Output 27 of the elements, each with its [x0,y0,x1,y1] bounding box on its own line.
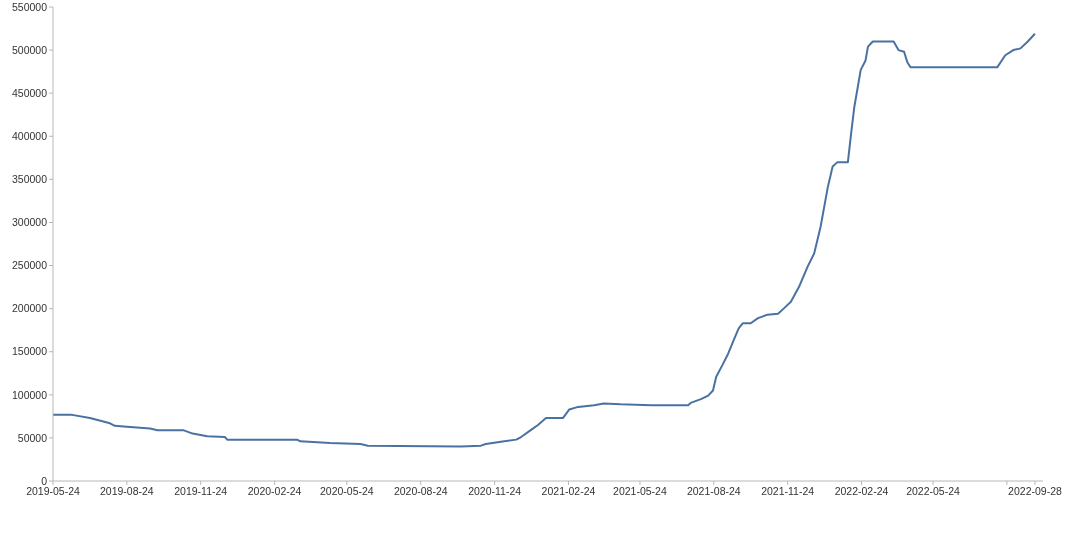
x-tick-label: 2021-02-24 [541,485,596,498]
x-tick-label: 2021-05-24 [613,485,667,498]
y-tick-label: 550000 [11,0,48,13]
x-tick-label: 2020-05-24 [320,485,374,498]
y-tick-label: 500000 [11,43,48,56]
x-tick-label: 2019-05-24 [26,485,81,498]
x-tick-label: 2022-09-28 [1008,485,1062,498]
line-series [53,32,1036,448]
y-tick-label: 100000 [11,388,48,401]
y-tick-label: 300000 [11,216,48,229]
x-tick-label: 2020-02-24 [247,485,302,498]
x-tick-label: 2021-11-24 [761,485,815,498]
x-tick-label: 2022-02-24 [834,485,889,498]
x-tick-label: 2019-08-24 [100,485,154,498]
y-tick-label: 150000 [11,345,48,358]
y-tick-label: 0 [41,474,48,487]
y-tick-label: 50000 [17,431,48,444]
y-tick-label: 350000 [11,173,48,186]
x-tick-label: 2019-11-24 [174,485,228,498]
x-tick-label: 2021-08-24 [686,485,741,498]
x-tick-label: 2022-05-24 [906,485,961,498]
y-tick-label: 200000 [11,302,48,315]
x-tick-label: 2020-08-24 [393,485,448,498]
x-tick-label: 2020-11-24 [468,485,522,498]
y-tick-label: 450000 [11,86,48,99]
y-tick-label: 400000 [11,130,48,142]
y-tick-label: 250000 [11,259,48,272]
